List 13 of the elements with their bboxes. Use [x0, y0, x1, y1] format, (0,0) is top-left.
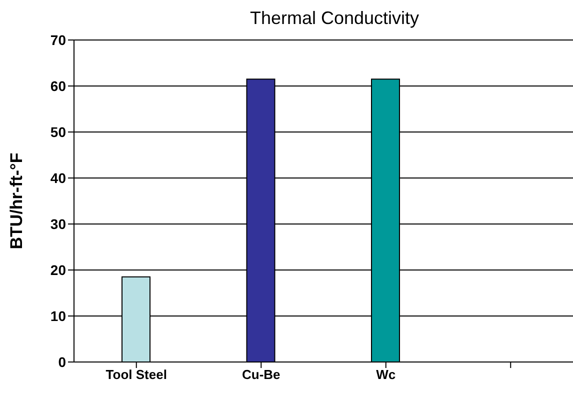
y-tick-label: 30 — [50, 216, 66, 232]
y-tick-label: 70 — [50, 32, 66, 48]
x-tick-label: Wc — [376, 367, 396, 382]
x-tick-label: Cu-Be — [242, 367, 280, 382]
x-tick-label: Tool Steel — [106, 367, 167, 382]
y-tick-label: 20 — [50, 262, 66, 278]
y-axis-title: BTU/hr-ft-°F — [7, 152, 26, 250]
y-tick-label: 50 — [50, 124, 66, 140]
y-tick-label: 40 — [50, 170, 66, 186]
chart-title: Thermal Conductivity — [248, 8, 420, 30]
y-tick-label: 60 — [50, 78, 66, 94]
y-tick-label: 0 — [58, 354, 66, 370]
y-tick-label: 10 — [50, 308, 66, 324]
